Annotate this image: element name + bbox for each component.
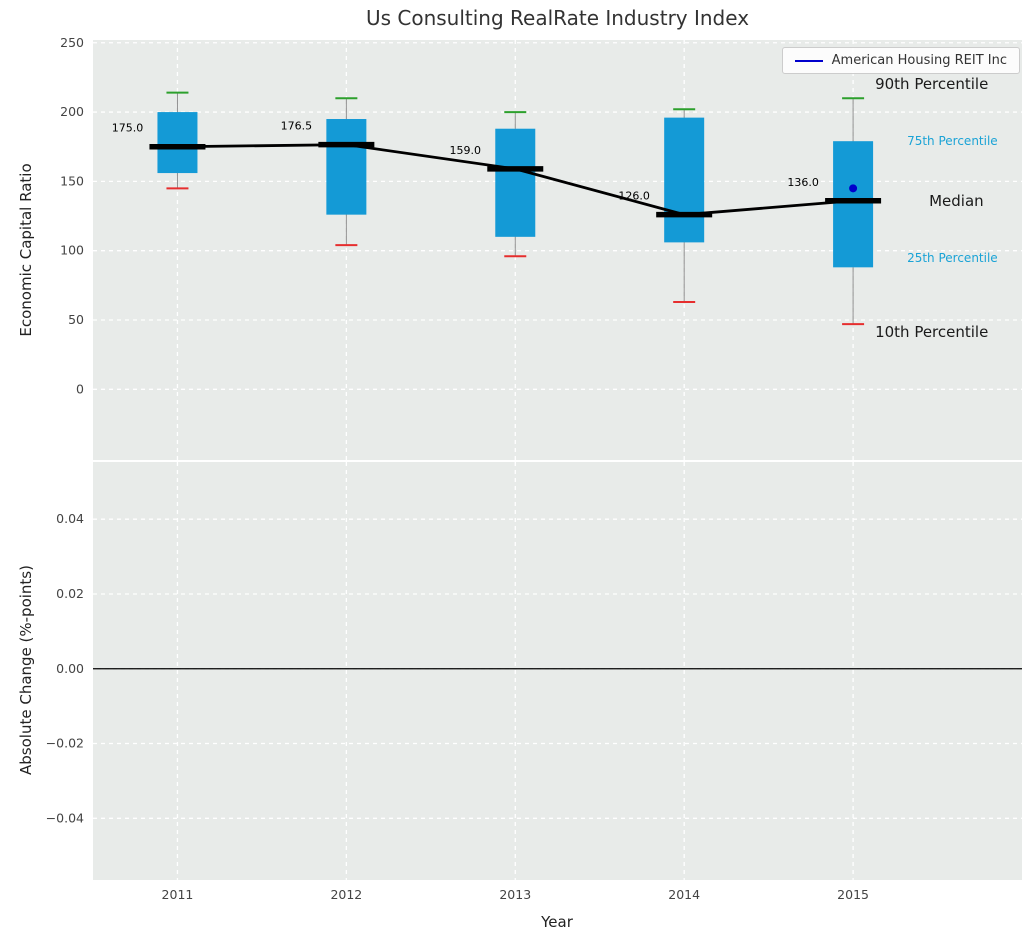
annotation-median: Median	[929, 191, 984, 210]
iqr-box-2012	[326, 119, 367, 215]
x-tick-label: 2014	[668, 887, 700, 902]
panel-background-1	[93, 462, 1022, 880]
median-value-label: 159.0	[450, 144, 482, 157]
y-tick-label: 200	[60, 104, 84, 119]
y-tick-label: 0.04	[56, 511, 84, 526]
iqr-box-2011	[157, 112, 198, 174]
median-value-label: 175.0	[112, 122, 144, 135]
legend-label: American Housing REIT Inc	[831, 53, 1007, 68]
annotation-25th-percentile: 25th Percentile	[907, 251, 998, 266]
legend: American Housing REIT Inc	[781, 47, 1020, 74]
y-tick-label: 0	[76, 381, 84, 396]
y-tick-label: 50	[68, 312, 84, 327]
y-tick-label: 150	[60, 173, 84, 188]
annotation-10th-percentile: 10th Percentile	[875, 323, 989, 342]
iqr-box-2014	[664, 117, 705, 243]
y-tick-label: −0.04	[46, 810, 84, 825]
annotation-75th-percentile: 75th Percentile	[907, 134, 998, 149]
iqr-box-2013	[495, 128, 536, 237]
x-tick-label: 2015	[837, 887, 869, 902]
x-tick-label: 2013	[499, 887, 531, 902]
x-tick-label: 2012	[330, 887, 362, 902]
y-tick-label: 100	[60, 243, 84, 258]
y-tick-label: −0.02	[46, 736, 84, 751]
y-tick-label: 250	[60, 35, 84, 50]
median-value-label: 176.5	[281, 120, 313, 133]
x-axis-label: Year	[541, 913, 573, 931]
legend-line-swatch	[794, 59, 823, 62]
x-tick-label: 2011	[162, 887, 194, 902]
company-data-point	[849, 184, 858, 193]
median-value-label: 126.0	[618, 190, 650, 203]
annotation-90th-percentile: 90th Percentile	[875, 75, 989, 94]
iqr-box-2015	[833, 141, 874, 268]
panel-background-0	[93, 40, 1022, 460]
y-tick-label: 0.02	[56, 586, 84, 601]
chart-title: Us Consulting RealRate Industry Index	[365, 6, 750, 30]
y-tick-label: 0.00	[56, 661, 84, 676]
median-value-label: 136.0	[787, 176, 819, 189]
